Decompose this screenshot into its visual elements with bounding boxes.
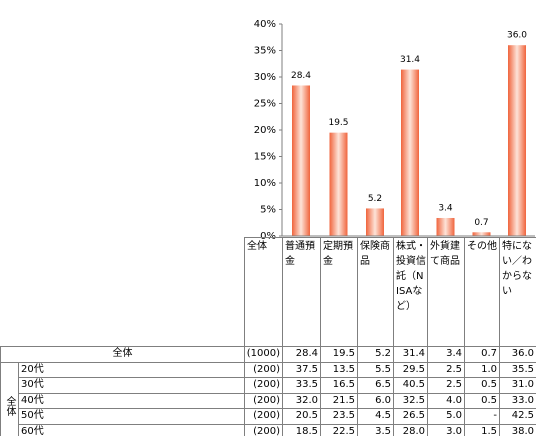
table-cell: 13.5 xyxy=(320,361,357,379)
y-tick-label: 35% xyxy=(254,46,276,57)
table-cell: 37.5 xyxy=(282,361,320,379)
table-cell: 22.5 xyxy=(320,424,357,436)
row-label: 全体 xyxy=(0,346,244,363)
row-label: 40代 xyxy=(18,392,244,410)
y-tick-label: 40% xyxy=(254,19,276,30)
table-cell: 3.5 xyxy=(357,424,393,436)
table-cell: 5.0 xyxy=(427,408,464,425)
table-cell: 18.5 xyxy=(282,424,320,436)
corner-header: 全体 xyxy=(244,237,282,346)
table-cell: 1.5 xyxy=(464,424,499,436)
y-tick-label: 0% xyxy=(260,231,276,242)
table-cell: 6.5 xyxy=(357,377,393,394)
bar xyxy=(508,45,526,237)
table-cell: 29.5 xyxy=(393,361,427,379)
table-cell: 16.5 xyxy=(320,377,357,394)
table-cell: 0.7 xyxy=(464,346,499,363)
y-tick-label: 5% xyxy=(260,205,276,216)
row-label: 20代 xyxy=(18,361,244,379)
table-cell: 0.5 xyxy=(464,377,499,394)
table-cell: 26.5 xyxy=(393,408,427,425)
bar xyxy=(401,69,419,236)
row-label: 60代 xyxy=(18,424,244,436)
value-label: 5.2 xyxy=(368,194,382,204)
column-header: 株式・投資信託（NISAなど） xyxy=(393,237,428,346)
table-cell: 0.5 xyxy=(464,392,499,410)
y-tick-label: 25% xyxy=(254,99,276,110)
table-cell: 28.4 xyxy=(282,346,320,363)
table-cell: 40.5 xyxy=(393,377,427,394)
bar xyxy=(472,232,491,236)
table-cell: 31.0 xyxy=(499,377,536,394)
column-header: 保険商品 xyxy=(357,237,394,346)
table-cell: 5.5 xyxy=(357,361,393,379)
table-cell: 2.5 xyxy=(427,377,464,394)
table-cell: (200) xyxy=(244,361,282,379)
table-cell: 19.5 xyxy=(320,346,357,363)
table-cell: 4.5 xyxy=(357,408,393,425)
table-cell: 32.5 xyxy=(393,392,427,410)
table-cell: 35.5 xyxy=(499,361,536,379)
table-cell: (1000) xyxy=(244,346,282,363)
table-cell: 36.0 xyxy=(499,346,536,363)
row-group: 全体 xyxy=(0,361,18,436)
table-cell: 1.0 xyxy=(464,361,499,379)
column-header: その他 xyxy=(464,237,500,346)
bar xyxy=(436,217,455,236)
table-cell: (200) xyxy=(244,408,282,425)
table-cell: 33.5 xyxy=(282,377,320,394)
column-header: 外貨建て商品 xyxy=(427,237,465,346)
table-cell: (200) xyxy=(244,392,282,410)
table-cell: 38.0 xyxy=(499,424,536,436)
value-label: 0.7 xyxy=(474,218,488,228)
table-cell: 21.5 xyxy=(320,392,357,410)
column-header: 定期預金 xyxy=(320,237,358,346)
value-label: 31.4 xyxy=(400,55,420,65)
value-label: 3.4 xyxy=(438,203,453,213)
table-cell: 20.5 xyxy=(282,408,320,425)
value-label: 36.0 xyxy=(507,31,527,41)
bar xyxy=(366,208,384,236)
table-cell: 6.0 xyxy=(357,392,393,410)
table-cell: 28.0 xyxy=(393,424,427,436)
value-label: 28.4 xyxy=(291,71,311,81)
table-cell: 4.0 xyxy=(427,392,464,410)
table-cell: 5.2 xyxy=(357,346,393,363)
bar xyxy=(292,85,310,236)
row-label: 50代 xyxy=(18,408,244,425)
table-cell: 3.0 xyxy=(427,424,464,436)
table-cell: - xyxy=(464,408,499,425)
row-label: 30代 xyxy=(18,377,244,394)
y-tick-label: 10% xyxy=(254,178,276,189)
table-cell: 42.5 xyxy=(499,408,536,425)
table-cell: 3.4 xyxy=(427,346,464,363)
table-cell: 32.0 xyxy=(282,392,320,410)
table-cell: 23.5 xyxy=(320,408,357,425)
table-cell: 33.0 xyxy=(499,392,536,410)
table-cell: (200) xyxy=(244,424,282,436)
value-label: 19.5 xyxy=(328,118,348,128)
table-cell: (200) xyxy=(244,377,282,394)
y-tick-label: 30% xyxy=(254,72,276,83)
y-tick-label: 15% xyxy=(254,152,276,163)
table-cell: 31.4 xyxy=(393,346,427,363)
y-tick-label: 20% xyxy=(254,125,276,136)
column-header: 普通預金 xyxy=(282,237,321,346)
column-header: 特にない／わからない xyxy=(499,237,536,346)
bar xyxy=(329,132,348,236)
table-cell: 2.5 xyxy=(427,361,464,379)
